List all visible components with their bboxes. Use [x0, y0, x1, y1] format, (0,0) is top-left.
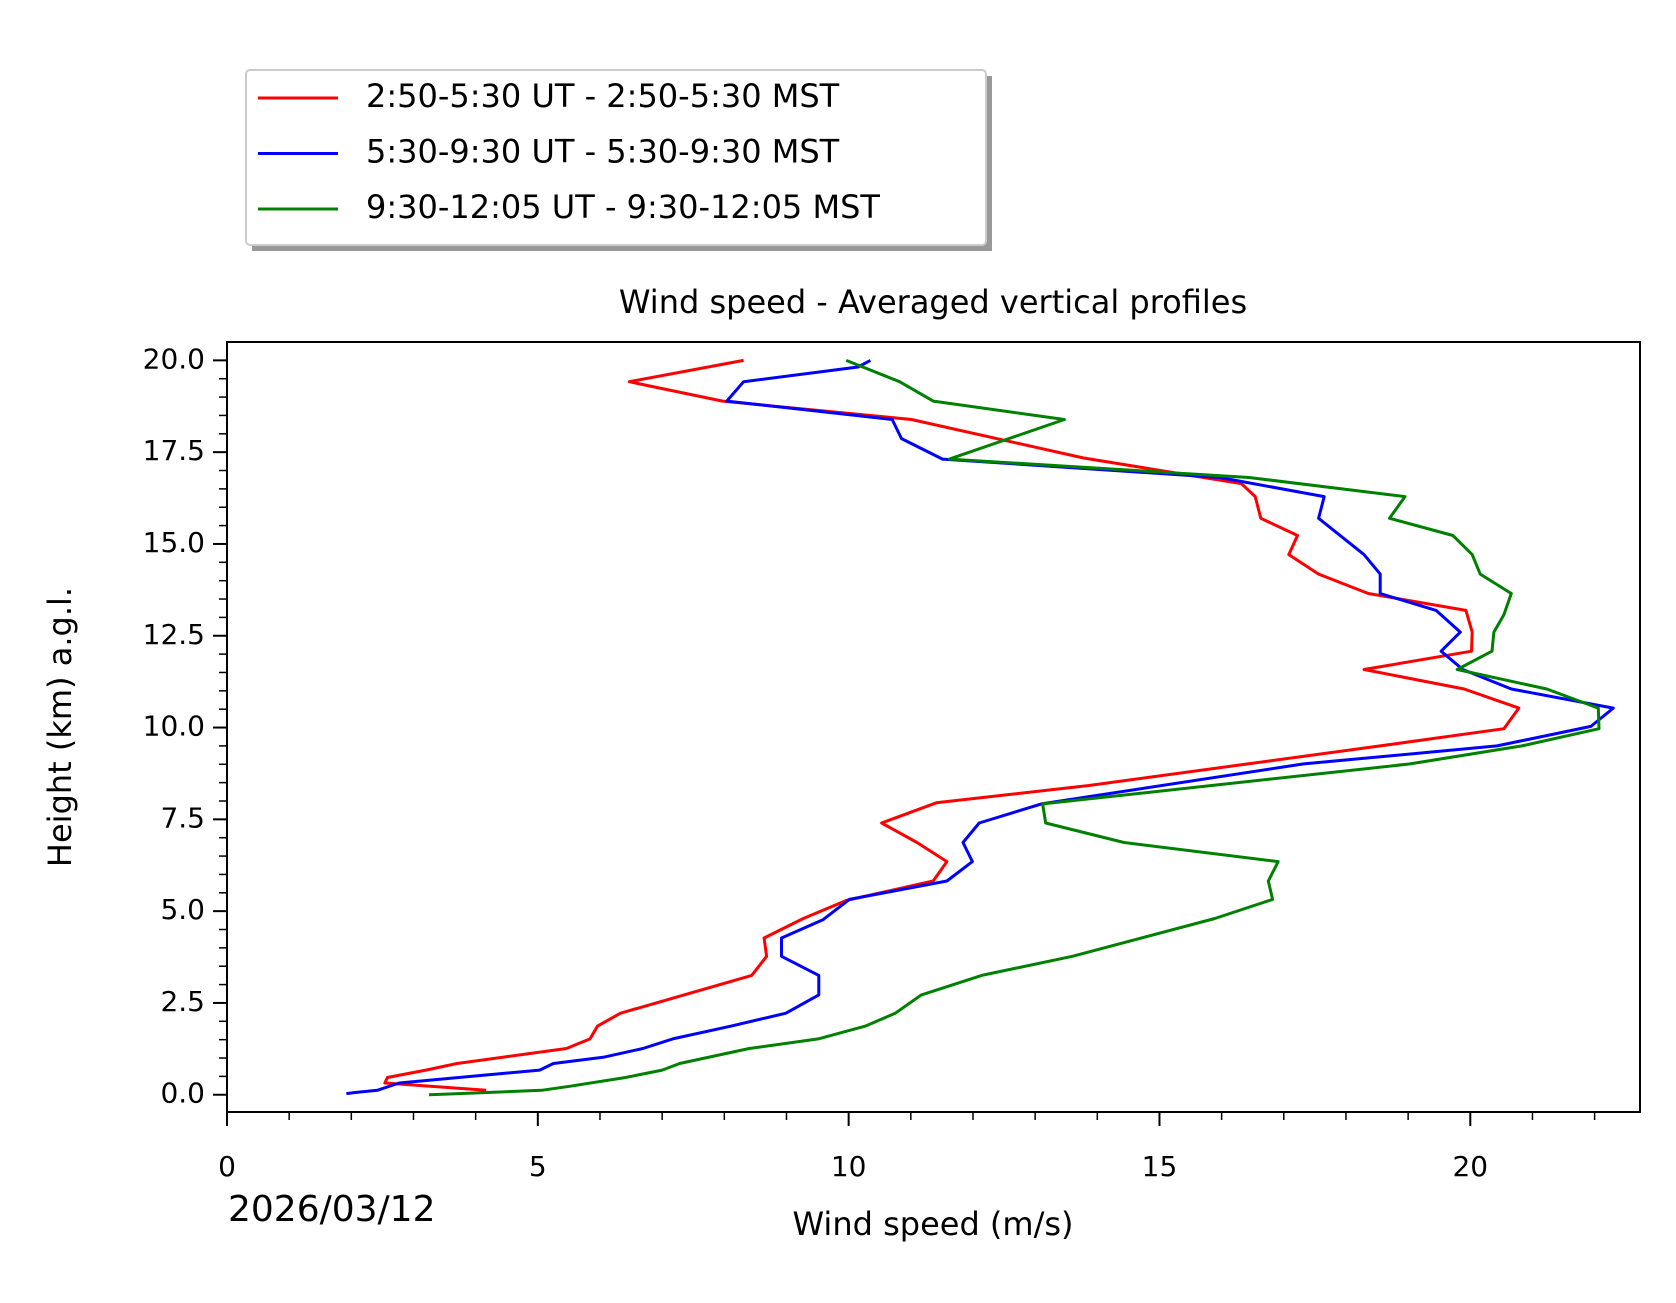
x-tick-label: 20 [1452, 1150, 1488, 1183]
y-tick-label: 0.0 [160, 1077, 205, 1110]
y-tick-label: 20.0 [143, 342, 205, 375]
y-tick-label: 12.5 [143, 618, 205, 651]
legend-label: 9:30-12:05 UT - 9:30-12:05 MST [366, 188, 880, 226]
x-tick-label: 0 [218, 1150, 236, 1183]
x-tick-label: 10 [831, 1150, 867, 1183]
profile-line [383, 358, 1521, 1092]
y-tick-label: 2.5 [160, 985, 205, 1018]
chart-title: Wind speed - Averaged vertical profiles [619, 283, 1247, 321]
y-tick-label: 10.0 [143, 710, 205, 743]
profile-line [428, 359, 1601, 1097]
legend-label: 5:30-9:30 UT - 5:30-9:30 MST [366, 133, 840, 171]
legend-label: 2:50-5:30 UT - 2:50-5:30 MST [366, 77, 840, 115]
x-axis-label: Wind speed (m/s) [792, 1205, 1073, 1243]
legend [245, 69, 987, 246]
y-tick-label: 15.0 [143, 526, 205, 559]
profile-line [346, 359, 1615, 1096]
x-tick-label: 5 [529, 1150, 547, 1183]
y-axis-label: Height (km) a.g.l. [41, 587, 79, 867]
y-tick-label: 7.5 [160, 801, 205, 834]
date-label: 2026/03/12 [228, 1189, 436, 1230]
y-tick-label: 17.5 [143, 434, 205, 467]
plot-frame [226, 341, 1641, 1113]
x-tick-label: 15 [1142, 1150, 1178, 1183]
y-tick-label: 5.0 [160, 893, 205, 926]
